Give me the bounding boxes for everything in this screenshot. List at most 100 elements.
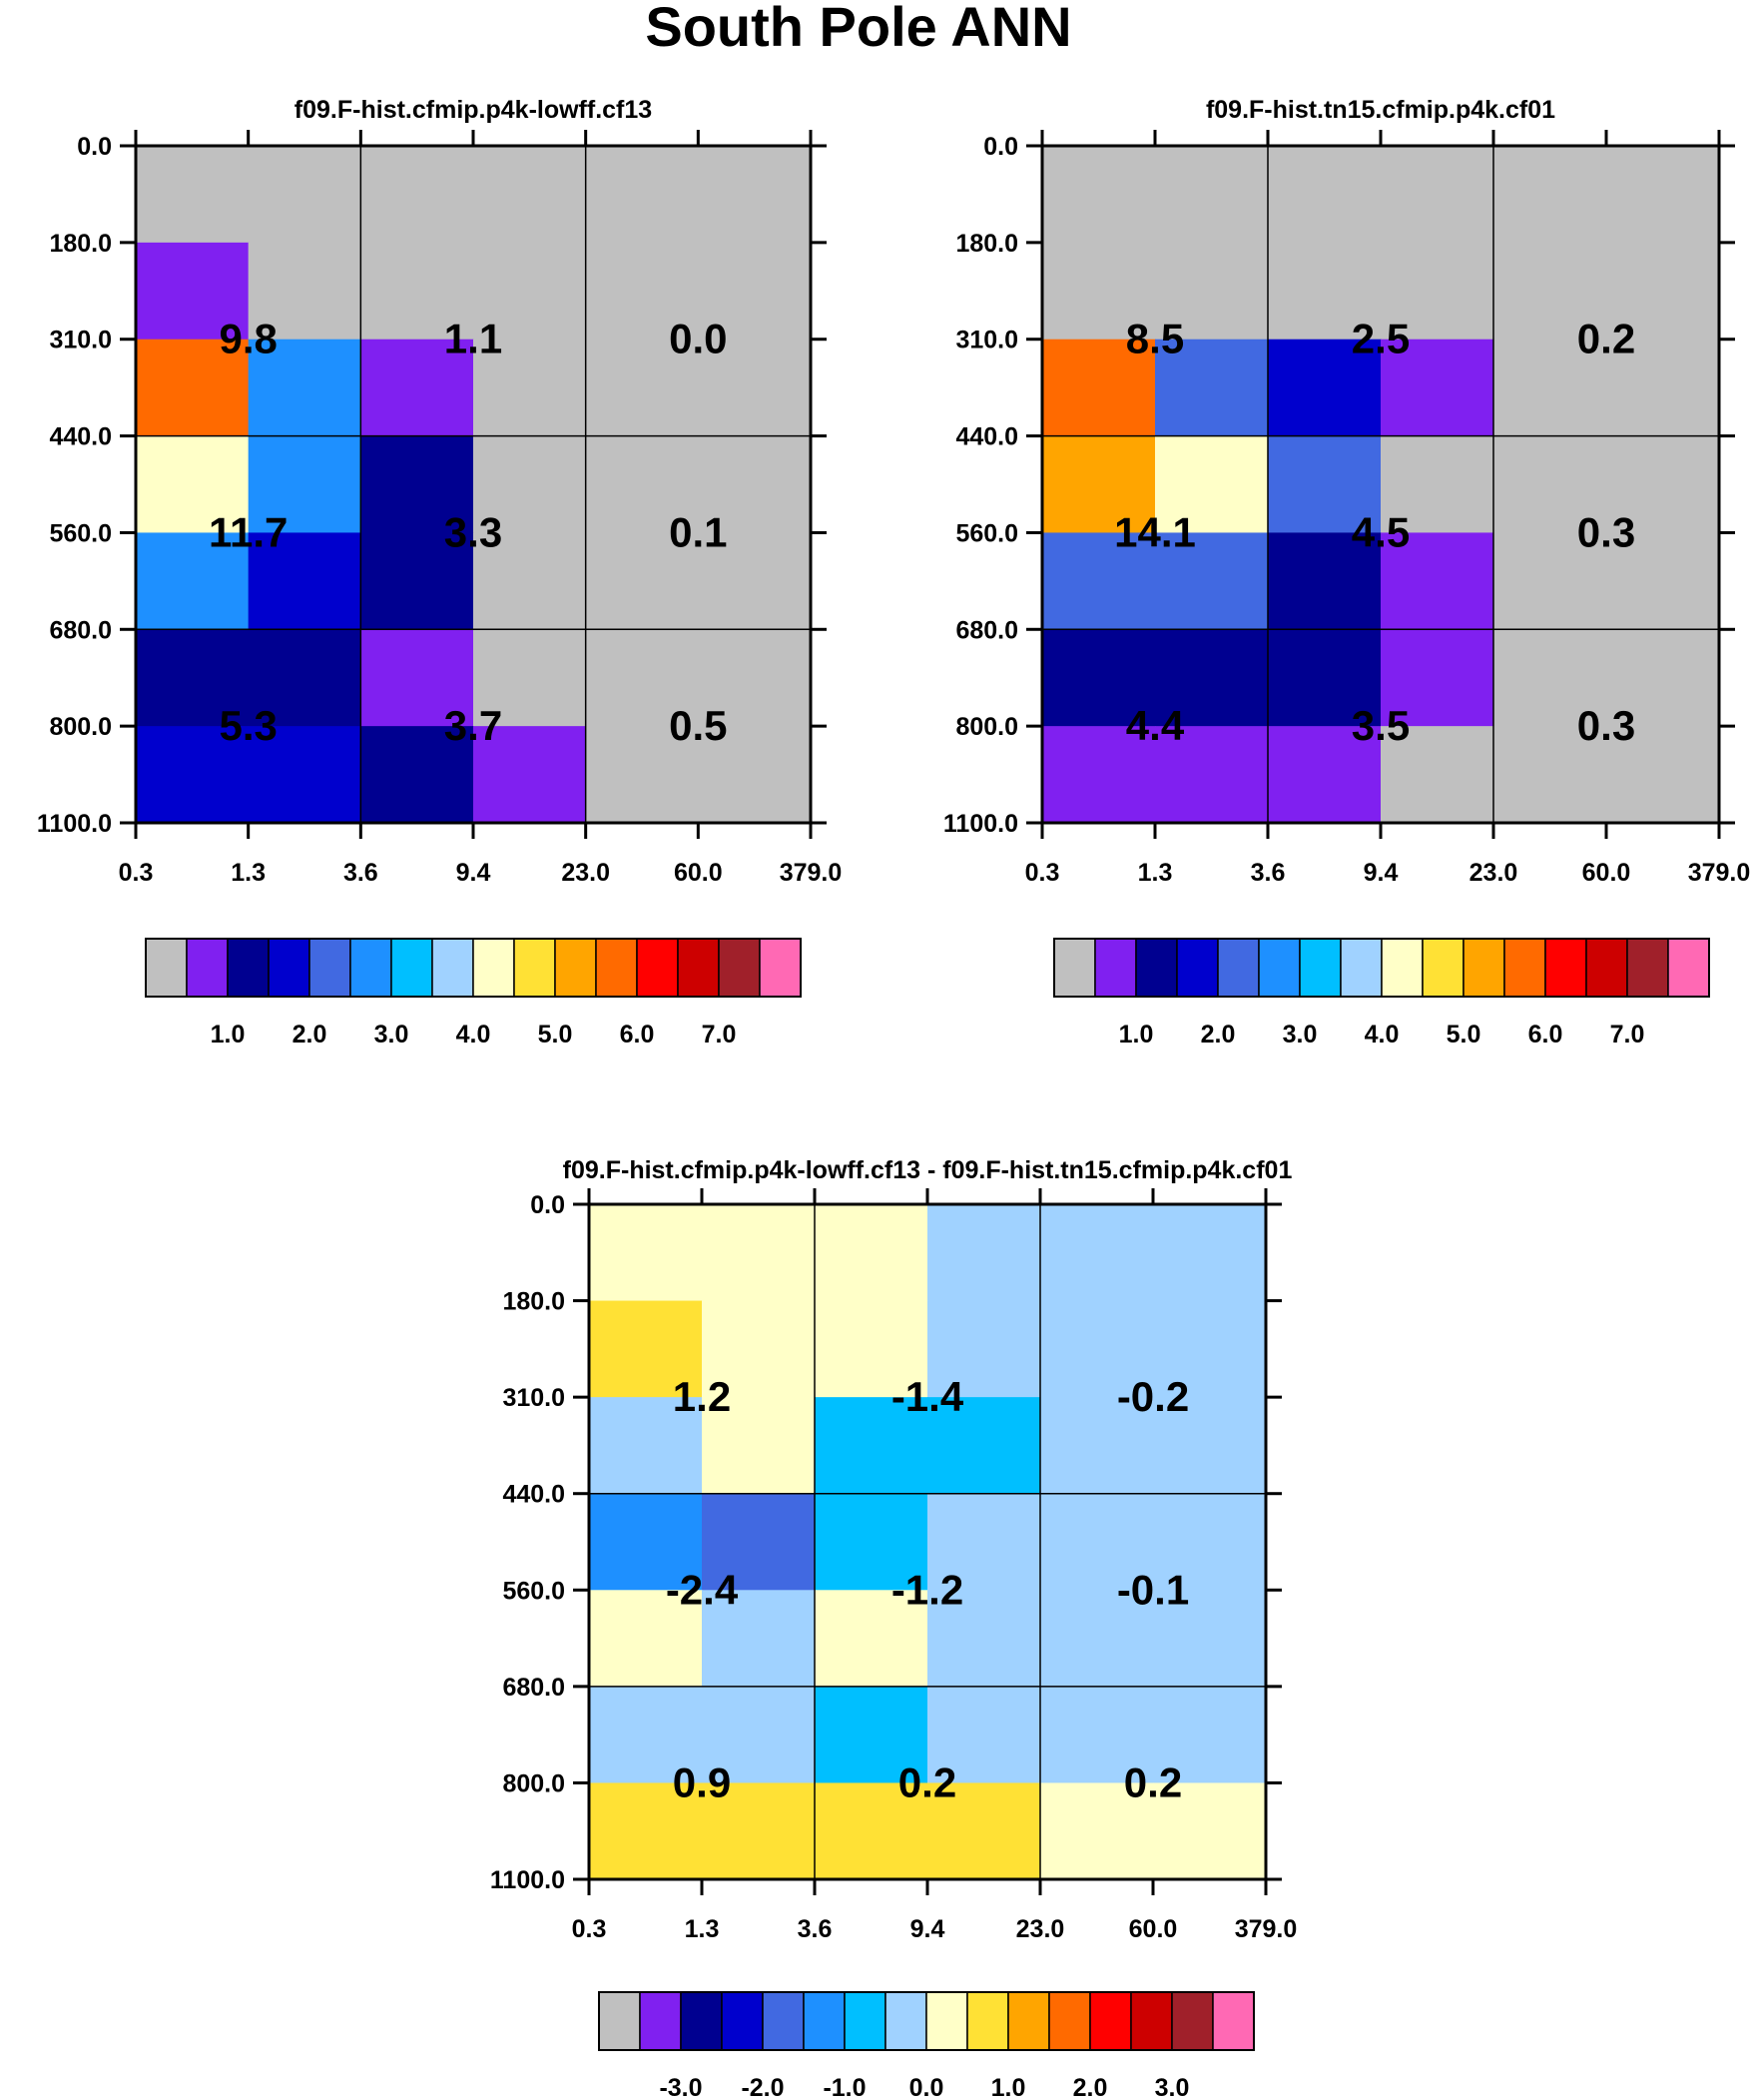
x-tick-label: 379.0	[780, 859, 843, 887]
heatmap-cell	[1042, 629, 1156, 727]
y-tick-label: 800.0	[955, 713, 1018, 741]
grid-lines	[589, 1204, 1266, 1879]
block-value-label: 1.2	[673, 1373, 731, 1420]
heatmap-cell	[1268, 435, 1382, 534]
heatmap-cell	[360, 726, 474, 824]
heatmap-cell	[1606, 726, 1720, 824]
heatmap-cell	[473, 435, 587, 534]
heatmap-cell	[360, 339, 474, 437]
colorbar-swatch	[1544, 938, 1587, 998]
heatmap-cell	[927, 1397, 1041, 1495]
heatmap-cell	[473, 726, 587, 824]
colorbar-swatch	[595, 938, 638, 998]
heatmap-cell	[698, 339, 812, 437]
heatmap-cell	[1606, 339, 1720, 437]
panel-title: f09.F-hist.tn15.cfmip.p4k.cf01	[1206, 96, 1555, 124]
heatmap-cell	[815, 1686, 928, 1784]
heatmap-cell	[1042, 532, 1156, 630]
colorbar-label: 0.0	[909, 2074, 944, 2100]
heatmap-cell	[927, 1590, 1041, 1688]
x-tick-label: 3.6	[1251, 859, 1286, 887]
y-tick-label: 680.0	[955, 616, 1018, 644]
x-tick-label: 60.0	[1582, 859, 1631, 887]
heatmap-cell	[1040, 1782, 1154, 1880]
y-tick-label: 0.0	[77, 133, 112, 161]
heatmap-cell	[702, 1782, 816, 1880]
heatmap-cell	[248, 146, 361, 244]
heatmap-cell	[473, 629, 587, 727]
heatmap-cell	[473, 146, 587, 244]
heatmap-cell	[1042, 726, 1156, 824]
colorbar-label: 6.0	[1528, 1021, 1563, 1049]
heatmap-cell	[1606, 242, 1720, 341]
panel-1: f09.F-hist.cfmip.p4k-lowff.cf13 0.0 180.0 3…	[37, 96, 842, 1049]
colorbar-swatch	[145, 938, 188, 998]
x-tick-label: 9.4	[456, 859, 491, 887]
colorbar-swatch	[1171, 1991, 1214, 2051]
y-tick-label: 560.0	[502, 1577, 565, 1605]
colorbar-swatch	[431, 938, 474, 998]
heatmap-cell	[1493, 242, 1607, 341]
heatmap-cell	[136, 629, 250, 727]
x-tick-label: 379.0	[1688, 859, 1751, 887]
heatmap-cell	[1381, 435, 1494, 534]
heatmap-cell	[360, 532, 474, 630]
heatmap-cell	[815, 1397, 928, 1495]
heatmap-cell	[702, 1300, 816, 1398]
heatmap-cell	[1040, 1300, 1154, 1398]
heatmap-cell	[360, 146, 474, 244]
colorbar-swatch	[1212, 1991, 1255, 2051]
y-axis	[1026, 144, 1735, 825]
colorbar-label: 4.0	[1365, 1021, 1400, 1049]
panel-title: f09.F-hist.cfmip.p4k-lowff.cf13	[294, 96, 652, 124]
block-value-label: 0.2	[1124, 1758, 1182, 1805]
x-tick-label: 9.4	[910, 1915, 945, 1943]
colorbar-swatch	[1626, 938, 1669, 998]
y-axis	[573, 1202, 1282, 1881]
x-tick-label: 379.0	[1235, 1915, 1298, 1943]
heatmap-cell	[1493, 532, 1607, 630]
heatmap-cell	[1268, 242, 1382, 341]
heatmap-cell	[702, 1493, 816, 1591]
x-tick-label: 3.6	[798, 1915, 833, 1943]
block-value-label: 1.1	[444, 316, 502, 362]
heatmap-cells	[136, 146, 812, 824]
heatmap-cell	[698, 435, 812, 534]
colorbar-label: 3.0	[1155, 2074, 1190, 2100]
heatmap-cell	[1040, 1204, 1154, 1302]
x-tick-label: 9.4	[1364, 859, 1399, 887]
block-value-label: 0.9	[673, 1758, 731, 1805]
y-tick-label: 180.0	[49, 230, 112, 258]
y-tick-label: 0.0	[983, 133, 1018, 161]
colorbar-swatch	[639, 1991, 682, 2051]
colorbar-label: 7.0	[702, 1021, 737, 1049]
heatmap-cell	[589, 1493, 703, 1591]
y-tick-label: 800.0	[502, 1769, 565, 1797]
x-tick-label: 23.0	[1016, 1915, 1065, 1943]
heatmap-cell	[1268, 532, 1382, 630]
heatmap-cell	[1042, 339, 1156, 437]
y-tick-label: 310.0	[955, 327, 1018, 354]
y-tick-label: 440.0	[49, 423, 112, 451]
colorbar-label: -3.0	[659, 2074, 702, 2100]
grid-lines	[136, 146, 811, 823]
block-value-label: 0.5	[669, 702, 727, 749]
colorbar-label: 1.0	[1119, 1021, 1154, 1049]
block-value-label: 2.5	[1352, 316, 1410, 362]
heatmap-cell	[248, 629, 361, 727]
colorbar-frame	[1053, 938, 1710, 998]
block-value-label: 0.3	[1577, 702, 1635, 749]
heatmap-cell	[136, 435, 250, 534]
colorbar-label: 2.0	[1201, 1021, 1236, 1049]
heatmap-cell	[360, 629, 474, 727]
colorbar-swatch	[1176, 938, 1219, 998]
heatmap-cell	[1153, 1397, 1267, 1495]
colorbar-swatch	[721, 1991, 764, 2051]
heatmap-cell	[136, 532, 250, 630]
block-value-label: 3.3	[444, 508, 502, 555]
block-value-label: 9.8	[219, 316, 277, 362]
y-tick-label: 680.0	[49, 616, 112, 644]
colorbar-swatch	[186, 938, 229, 998]
x-axis	[587, 1188, 1268, 1895]
x-tick-label: 1.3	[1138, 859, 1173, 887]
